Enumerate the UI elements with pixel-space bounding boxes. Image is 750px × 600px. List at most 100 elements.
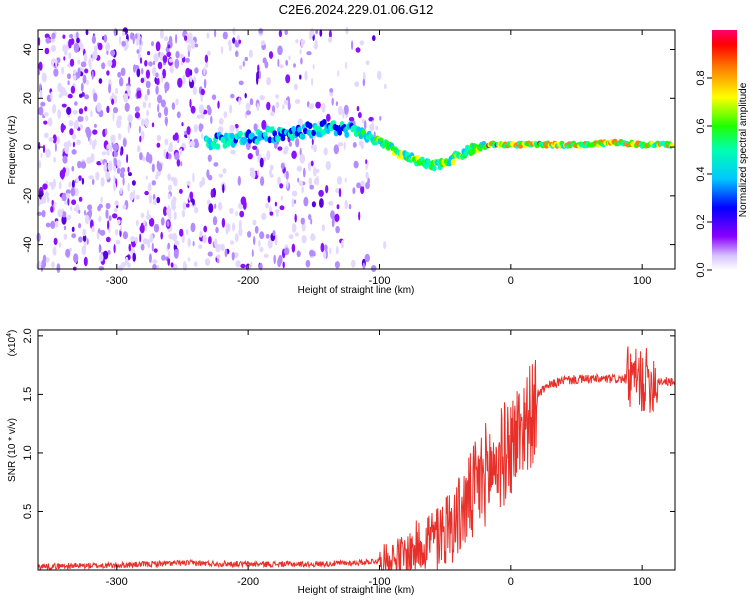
noise-speck [116,167,121,174]
noise-speck [222,31,228,40]
noise-speck [61,103,67,108]
noise-speck [284,247,290,256]
noise-speck [127,114,133,123]
noise-speck [277,257,282,268]
noise-speck [97,42,103,51]
noise-speck [53,237,58,245]
noise-speck [193,124,199,133]
noise-speck [139,152,143,161]
noise-speck [360,185,365,195]
ridge-point [321,119,327,126]
noise-speck [122,177,125,186]
noise-speck [266,150,271,161]
noise-speck [157,94,163,104]
noise-speck [301,235,307,244]
noise-speck [169,141,173,151]
noise-speck [136,38,139,46]
spec-xtick-label: 100 [633,275,651,287]
noise-speck [39,89,43,99]
noise-speck [299,48,302,55]
noise-speck [103,34,108,43]
noise-speck [108,227,111,234]
noise-speck [81,67,84,73]
noise-speck [174,152,180,161]
noise-speck [104,162,107,169]
noise-speck [93,123,97,128]
noise-speck [108,83,112,94]
snr-ytick-label: 1.5 [22,387,34,402]
noise-speck [38,260,41,269]
noise-speck [364,253,370,263]
noise-speck [362,262,366,270]
noise-speck [40,101,46,107]
noise-speck [93,45,98,51]
noise-speck [78,175,82,181]
noise-speck [291,243,296,253]
noise-speck [88,157,95,163]
noise-speck [337,70,340,77]
noise-speck [365,60,370,66]
noise-speck [127,182,130,192]
noise-speck [263,253,269,258]
noise-speck [111,92,115,100]
noise-speck [310,27,315,37]
ridge-point [344,131,350,138]
spec-ytick-label: -20 [22,188,34,204]
noise-speck [117,71,122,78]
noise-speck [235,50,239,58]
noise-speck [71,179,75,189]
noise-speck [84,94,90,100]
noise-speck [296,165,302,172]
colorbar-tick-label: 0.0 [695,262,707,277]
noise-speck [343,104,349,115]
noise-speck [61,215,67,225]
noise-speck [343,141,346,151]
colorbar-label: Normalized spectral amplitude [738,82,749,217]
noise-speck [148,102,152,109]
noise-speck [78,236,83,243]
noise-speck [100,177,105,187]
noise-speck [184,130,188,135]
noise-speck [55,58,58,68]
noise-speck [294,213,297,223]
noise-speck [257,64,260,73]
noise-speck [70,85,76,94]
noise-speck [282,261,285,269]
noise-speck [98,243,101,254]
noise-speck [194,206,199,214]
noise-speck [179,188,183,194]
noise-speck [235,128,239,134]
noise-speck [106,149,110,156]
noise-speck [351,259,356,268]
noise-speck [107,161,113,172]
noise-speck [314,39,318,50]
noise-speck [143,219,146,226]
noise-speck [155,41,161,52]
ridge-point [275,136,281,143]
noise-speck [310,160,314,167]
noise-speck [175,33,178,44]
noise-speck [183,260,186,269]
noise-speck [82,74,87,84]
noise-speck [138,45,142,52]
noise-speck [69,128,74,136]
noise-speck [167,173,171,181]
noise-speck [85,115,89,122]
noise-speck [105,236,111,243]
noise-speck [233,252,239,259]
noise-speck [155,85,159,95]
noise-speck [82,228,87,237]
noise-speck [173,211,177,220]
noise-speck [275,94,279,99]
noise-speck [300,38,304,49]
noise-speck [279,64,284,69]
noise-speck [184,35,188,41]
noise-speck [323,244,328,252]
noise-speck [269,169,272,176]
noise-speck [331,97,334,106]
noise-speck [71,165,75,172]
noise-speck [334,213,340,222]
noise-speck [57,209,63,218]
noise-speck [42,183,48,190]
noise-speck [239,210,245,218]
